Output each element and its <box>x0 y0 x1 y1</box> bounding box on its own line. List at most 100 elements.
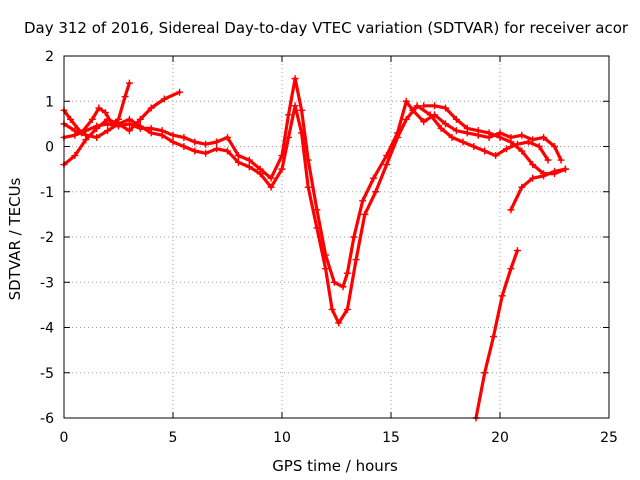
data-point-marker <box>93 133 101 141</box>
data-point-marker <box>291 75 299 83</box>
data-point-marker <box>147 104 155 112</box>
data-point-marker <box>285 111 293 119</box>
data-point-marker <box>561 165 569 173</box>
x-tick-label: 25 <box>600 430 618 446</box>
data-point-marker <box>470 143 478 150</box>
data-point-marker <box>213 145 221 153</box>
y-tick-label: 2 <box>45 49 54 65</box>
series-line-arc-3 <box>62 76 563 289</box>
data-point-marker <box>169 138 177 146</box>
data-point-marker <box>304 183 312 191</box>
data-point-marker <box>503 145 511 153</box>
data-point-marker <box>442 104 449 112</box>
data-point-marker <box>267 174 275 182</box>
data-point-marker <box>402 97 410 105</box>
data-point-marker <box>498 292 506 300</box>
data-point-marker <box>115 120 122 128</box>
data-point-marker <box>71 127 79 135</box>
data-point-marker <box>330 278 338 286</box>
data-point-marker <box>93 122 101 130</box>
data-point-marker <box>125 115 133 123</box>
y-tick-label: -6 <box>40 411 54 427</box>
data-point-marker <box>180 143 188 150</box>
data-point-marker <box>383 161 391 169</box>
data-point-marker <box>291 102 299 110</box>
data-point-marker <box>298 106 306 114</box>
data-point-marker <box>518 147 526 155</box>
data-point-marker <box>420 118 428 126</box>
series-line-arc-7 <box>474 249 520 420</box>
x-tick-label: 0 <box>60 430 69 446</box>
data-point-marker <box>202 149 210 157</box>
data-point-marker <box>544 156 552 164</box>
data-point-marker <box>67 115 75 123</box>
data-point-marker <box>313 224 321 232</box>
data-point-marker <box>322 265 330 273</box>
y-tick-label: -4 <box>40 321 54 337</box>
data-point-marker <box>485 129 493 137</box>
x-axis-label: GPS time / hours <box>272 457 398 475</box>
data-point-marker <box>431 102 439 110</box>
data-point-marker <box>474 127 482 135</box>
y-tick-label: -3 <box>40 275 54 291</box>
data-point-marker <box>339 283 347 291</box>
data-point-marker <box>448 133 456 141</box>
data-point-marker <box>518 183 526 191</box>
data-point-marker <box>267 183 275 191</box>
data-series-layer <box>60 75 569 422</box>
data-point-marker <box>413 102 421 110</box>
data-point-marker <box>529 174 537 182</box>
data-point-marker <box>361 210 369 218</box>
data-point-marker <box>529 161 537 169</box>
grid-layer <box>64 56 609 418</box>
data-point-marker <box>402 115 410 123</box>
data-point-marker <box>420 102 428 110</box>
data-point-marker <box>71 152 79 160</box>
data-point-marker <box>437 124 445 132</box>
data-point-marker <box>213 138 221 146</box>
data-point-marker <box>551 143 558 150</box>
data-point-marker <box>328 305 336 313</box>
data-point-marker <box>343 269 351 277</box>
data-point-marker <box>136 115 144 123</box>
data-point-marker <box>452 127 460 135</box>
data-point-marker <box>442 120 449 128</box>
data-point-marker <box>481 147 489 155</box>
data-point-marker <box>245 156 253 164</box>
x-tick-label: 10 <box>273 430 291 446</box>
data-point-marker <box>191 147 199 155</box>
data-point-marker <box>518 131 526 139</box>
data-point-marker <box>95 104 103 112</box>
series-line-arc-1 <box>62 81 131 135</box>
data-point-marker <box>202 140 210 148</box>
data-point-marker <box>125 79 133 87</box>
data-point-marker <box>557 156 565 164</box>
chart-title: Day 312 of 2016, Sidereal Day-to-day VTE… <box>24 19 629 37</box>
data-point-marker <box>459 138 467 146</box>
data-point-marker <box>245 163 253 171</box>
data-point-marker <box>426 111 434 119</box>
data-point-marker <box>191 138 199 146</box>
y-tick-label: -1 <box>40 185 54 201</box>
data-point-marker <box>224 133 231 141</box>
data-point-marker <box>256 170 264 178</box>
data-point-marker <box>160 95 168 103</box>
x-tick-label: 20 <box>491 430 509 446</box>
series-line-arc-5 <box>422 104 568 176</box>
data-point-marker <box>158 131 166 139</box>
data-point-marker <box>121 93 129 101</box>
data-point-marker <box>104 127 112 135</box>
data-point-marker <box>394 133 402 141</box>
y-tick-label: 1 <box>45 94 54 110</box>
data-point-marker <box>551 167 558 175</box>
data-point-marker <box>180 133 188 141</box>
x-tick-label: 5 <box>169 430 178 446</box>
data-point-marker <box>489 333 497 341</box>
y-tick-label: 0 <box>45 140 54 156</box>
data-point-marker <box>147 129 155 137</box>
data-point-marker <box>278 165 286 173</box>
data-point-marker <box>492 152 500 160</box>
data-point-marker <box>352 256 360 264</box>
